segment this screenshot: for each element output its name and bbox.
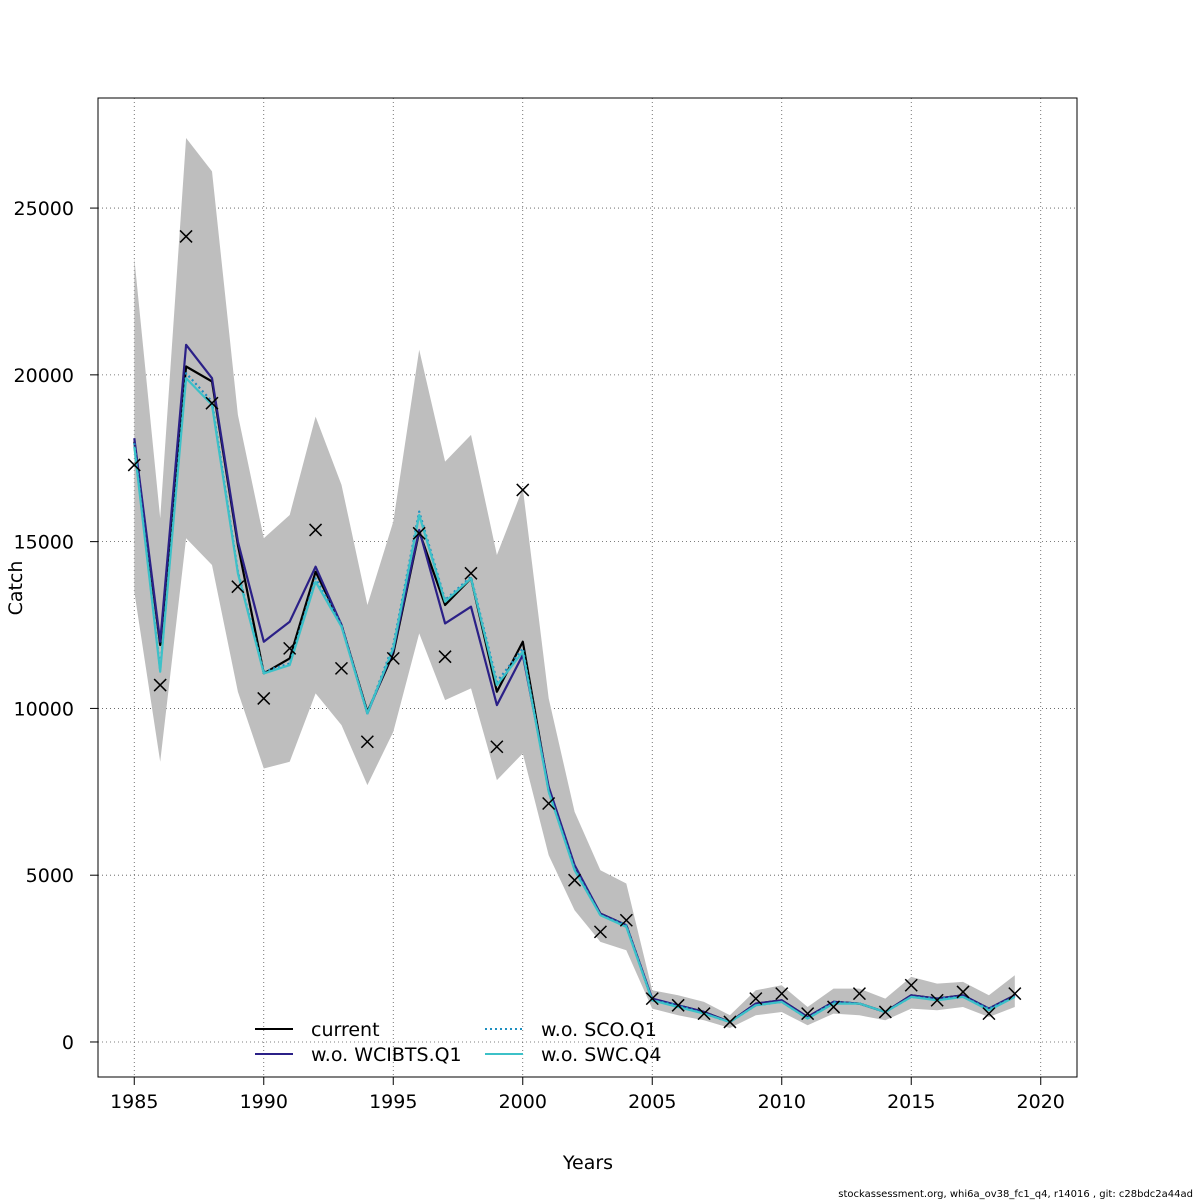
- x-axis-title: Years: [562, 1152, 613, 1174]
- observed-point: [153, 678, 167, 692]
- observed-point: [516, 483, 530, 497]
- observed-point: [412, 526, 426, 540]
- x-tick-label: 1995: [369, 1091, 417, 1113]
- observed-point: [671, 998, 685, 1012]
- observed-point: [956, 985, 970, 999]
- observed-point-stroke: [982, 1007, 996, 1021]
- observed-point-stroke: [956, 985, 970, 999]
- observed-point-stroke: [231, 580, 245, 594]
- observed-point: [490, 740, 504, 754]
- observed-point-stroke: [309, 523, 323, 537]
- observed-point: [309, 523, 323, 537]
- observed-point: [542, 796, 556, 811]
- observed-point-stroke: [360, 735, 374, 749]
- x-tick-label: 2000: [499, 1091, 547, 1113]
- observed-point: [127, 458, 141, 472]
- x-tick-label: 1990: [240, 1091, 288, 1113]
- observed-point: [593, 925, 607, 939]
- observed-point: [852, 987, 866, 1001]
- x-axis: 1985 1990 1995 2000 2005 2010 2015 2020: [110, 1076, 1065, 1113]
- footer-text: stockassessment.org, whi6a_ov38_fc1_q4, …: [838, 1189, 1193, 1200]
- observed-point-stroke: [127, 458, 141, 472]
- observed-point-stroke: [645, 992, 659, 1006]
- observed-point-stroke: [749, 992, 763, 1006]
- observed-point-stroke: [775, 987, 789, 1001]
- observed-point-stroke: [464, 566, 478, 580]
- observed-point-stroke: [153, 678, 167, 692]
- legend: current w.o. SCO.Q1 w.o. WCIBTS.Q1 w.o. …: [255, 1019, 661, 1066]
- observed-point: [568, 873, 582, 887]
- observed-point-stroke: [852, 987, 866, 1001]
- observed-point: [360, 735, 374, 749]
- x-tick-label: 2010: [758, 1091, 806, 1113]
- observed-point: [749, 992, 763, 1006]
- x-tick-label: 2015: [887, 1091, 935, 1113]
- observed-point-stroke: [930, 993, 944, 1007]
- observed-point-stroke: [438, 650, 452, 664]
- legend-label-wcibts-q1: w.o. WCIBTS.Q1: [311, 1044, 462, 1066]
- confidence-band: [134, 138, 1015, 1028]
- observed-point: [930, 993, 944, 1007]
- y-tick-label: 20000: [14, 365, 74, 387]
- observed-point: [801, 1007, 815, 1021]
- legend-label-swc-q4: w.o. SWC.Q4: [541, 1044, 661, 1066]
- legend-label-current: current: [311, 1019, 380, 1041]
- y-tick-label: 10000: [14, 698, 74, 720]
- y-tick-label: 0: [62, 1032, 74, 1054]
- observed-point: [775, 987, 789, 1001]
- observed-point: [1008, 987, 1022, 1001]
- y-axis: 0 5000 10000 15000 20000 25000: [14, 198, 99, 1054]
- observed-point: [723, 1015, 737, 1029]
- observed-point: [645, 992, 659, 1006]
- observed-points: [127, 229, 1022, 1029]
- y-axis-title: Catch: [5, 561, 27, 616]
- observed-point-stroke: [490, 740, 504, 754]
- observed-point-stroke: [723, 1015, 737, 1029]
- observed-point: [334, 661, 348, 675]
- series-lines: [133, 343, 1016, 1024]
- series-line-3: [133, 377, 1016, 1024]
- observed-point-stroke: [878, 1005, 892, 1019]
- legend-label-sco-q1: w.o. SCO.Q1: [541, 1019, 657, 1041]
- x-tick-label: 2020: [1017, 1091, 1065, 1113]
- observed-point-stroke: [593, 925, 607, 939]
- y-tick-label: 15000: [14, 532, 74, 554]
- observed-point: [904, 978, 918, 992]
- observed-point-stroke: [283, 641, 297, 655]
- observed-point: [257, 691, 271, 705]
- observed-point-stroke: [542, 796, 556, 811]
- observed-point-stroke: [412, 526, 426, 540]
- observed-point: [697, 1007, 711, 1021]
- x-tick-label: 1985: [110, 1091, 158, 1113]
- observed-point: [205, 396, 219, 410]
- y-tick-label: 25000: [14, 198, 74, 220]
- observed-point-stroke: [516, 483, 530, 497]
- observed-point-stroke: [904, 978, 918, 992]
- observed-point: [982, 1007, 996, 1021]
- observed-point-stroke: [205, 396, 219, 410]
- observed-point-stroke: [386, 651, 400, 665]
- observed-point-stroke: [671, 998, 685, 1012]
- observed-point-stroke: [257, 691, 271, 705]
- observed-point: [464, 566, 478, 580]
- observed-point-stroke: [619, 913, 633, 927]
- observed-point-stroke: [334, 661, 348, 675]
- observed-point: [179, 229, 193, 243]
- observed-point-stroke: [179, 229, 193, 243]
- observed-point: [386, 651, 400, 665]
- x-tick-label: 2005: [628, 1091, 676, 1113]
- observed-point-stroke: [1008, 987, 1022, 1001]
- observed-point: [878, 1005, 892, 1019]
- observed-point: [231, 580, 245, 594]
- observed-point: [619, 913, 633, 927]
- y-tick-label: 5000: [26, 865, 74, 887]
- observed-point-stroke: [801, 1007, 815, 1021]
- observed-point: [283, 641, 297, 655]
- observed-point-stroke: [568, 873, 582, 887]
- observed-point-stroke: [827, 1000, 841, 1014]
- observed-point: [827, 1000, 841, 1014]
- observed-point: [438, 650, 452, 664]
- observed-point-stroke: [697, 1007, 711, 1021]
